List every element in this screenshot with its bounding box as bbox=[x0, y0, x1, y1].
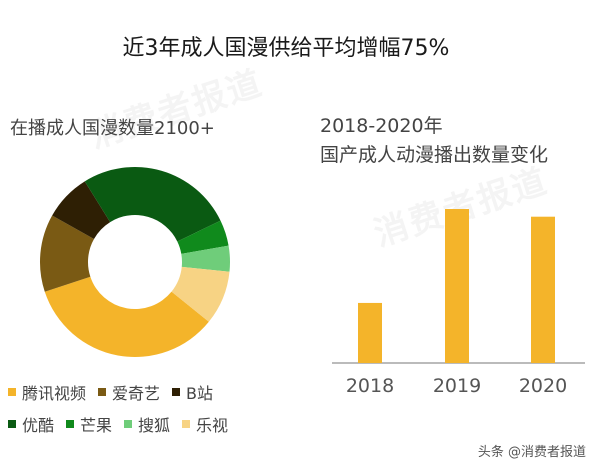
footer-credit: 头条 @消费者报道 bbox=[477, 445, 586, 460]
bar-2019 bbox=[445, 209, 469, 363]
donut-legend: 腾讯视频 爱奇艺 B站优酷 芒果 搜狐 乐视 bbox=[8, 376, 240, 440]
legend-swatch bbox=[124, 420, 133, 428]
donut-slice-0 bbox=[44, 276, 209, 358]
legend-item: B站 bbox=[172, 380, 213, 404]
legend-item: 优酷 bbox=[8, 412, 54, 436]
legend-label: 爱奇艺 bbox=[112, 384, 161, 403]
legend-item: 腾讯视频 bbox=[8, 380, 86, 404]
bar-2018 bbox=[358, 302, 382, 363]
legend-label: 腾讯视频 bbox=[22, 384, 87, 403]
legend-row: 腾讯视频 爱奇艺 B站 bbox=[8, 376, 240, 408]
legend-swatch bbox=[8, 420, 16, 428]
bar-title-line2: 国产成人动漫播出数量变化 bbox=[320, 144, 549, 166]
legend-swatch bbox=[98, 388, 107, 396]
bar-chart-title: 2018-2020年 国产成人动漫播出数量变化 bbox=[320, 112, 548, 170]
legend-item: 爱奇艺 bbox=[98, 380, 160, 404]
legend-item: 搜狐 bbox=[124, 412, 170, 436]
legend-swatch bbox=[182, 420, 191, 428]
x-tick-label: 2019 bbox=[433, 375, 481, 397]
legend-row: 优酷 芒果 搜狐 乐视 bbox=[8, 408, 240, 440]
legend-swatch bbox=[8, 388, 16, 396]
donut-slice-2 bbox=[52, 181, 111, 240]
legend-label: B站 bbox=[186, 384, 214, 403]
donut-slice-6 bbox=[171, 266, 230, 322]
x-tick-label: 2018 bbox=[346, 375, 394, 397]
legend-item: 乐视 bbox=[182, 412, 228, 436]
page-title: 近3年成人国漫供给平均增幅75% bbox=[122, 36, 450, 61]
donut-slice-4 bbox=[177, 220, 229, 254]
bar-2020 bbox=[531, 216, 555, 363]
legend-label: 优酷 bbox=[22, 416, 55, 435]
legend-swatch bbox=[172, 388, 181, 396]
donut-slice-1 bbox=[40, 215, 95, 292]
legend-label: 芒果 bbox=[80, 416, 113, 435]
donut-slice-5 bbox=[181, 245, 230, 272]
donut-title: 在播成人国漫数量2100+ bbox=[10, 118, 215, 139]
legend-label: 搜狐 bbox=[138, 416, 171, 435]
x-tick-label: 2020 bbox=[519, 375, 567, 397]
bar-title-line1: 2018-2020年 bbox=[320, 115, 443, 137]
legend-label: 乐视 bbox=[196, 416, 229, 435]
donut-slice-3 bbox=[84, 167, 221, 242]
legend-item: 芒果 bbox=[66, 412, 112, 436]
legend-swatch bbox=[66, 420, 75, 428]
